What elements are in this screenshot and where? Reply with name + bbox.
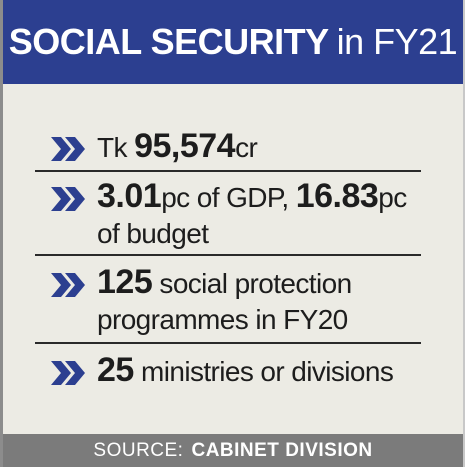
source-label: SOURCE: xyxy=(93,439,184,461)
fact-item-ministries: 25 ministries or divisions xyxy=(35,344,421,394)
fact-unit: cr xyxy=(235,132,258,163)
fact-text: social protection xyxy=(152,268,352,299)
double-chevron-right-icon xyxy=(51,361,85,385)
fact-text: pc of GDP, xyxy=(161,182,296,213)
fact-item-programmes: 125 social protection programmes in FY20 xyxy=(35,256,421,344)
facts-list: Tk 95,574cr 3.01pc of GDP, 16.83pc of bu… xyxy=(35,120,421,394)
fact-text: ministries or divisions xyxy=(133,356,394,387)
fact-number: 25 xyxy=(97,351,134,389)
fact-text: programmes in FY20 xyxy=(97,304,348,335)
fact-item-budget: Tk 95,574cr xyxy=(35,120,421,172)
fact-line: 3.01pc of GDP, 16.83pc xyxy=(97,178,421,216)
fact-unit: pc xyxy=(378,182,407,213)
fact-text: of budget xyxy=(97,218,209,249)
header-banner: SOCIAL SECURITY in FY21 xyxy=(3,0,463,84)
fact-number: 3.01 xyxy=(97,177,162,215)
fact-number: 125 xyxy=(97,263,153,301)
header-title: SOCIAL SECURITY xyxy=(8,21,329,62)
fact-line: programmes in FY20 xyxy=(97,302,421,338)
source-name: CABINET DIVISION xyxy=(191,439,373,461)
fact-number: 95,574 xyxy=(134,127,236,165)
fact-line: 25 ministries or divisions xyxy=(97,352,421,390)
double-chevron-right-icon xyxy=(51,137,85,161)
fact-number: 16.83 xyxy=(295,177,379,215)
source-footer: SOURCE: CABINET DIVISION xyxy=(3,434,463,467)
header-subtitle: in FY21 xyxy=(336,21,458,62)
double-chevron-right-icon xyxy=(51,273,85,297)
fact-text: Tk xyxy=(97,132,135,163)
fact-item-gdp: 3.01pc of GDP, 16.83pc of budget xyxy=(35,172,421,256)
fact-line: Tk 95,574cr xyxy=(97,128,421,166)
double-chevron-right-icon xyxy=(51,187,85,211)
fact-line: 125 social protection xyxy=(97,264,421,302)
fact-line: of budget xyxy=(97,216,421,252)
